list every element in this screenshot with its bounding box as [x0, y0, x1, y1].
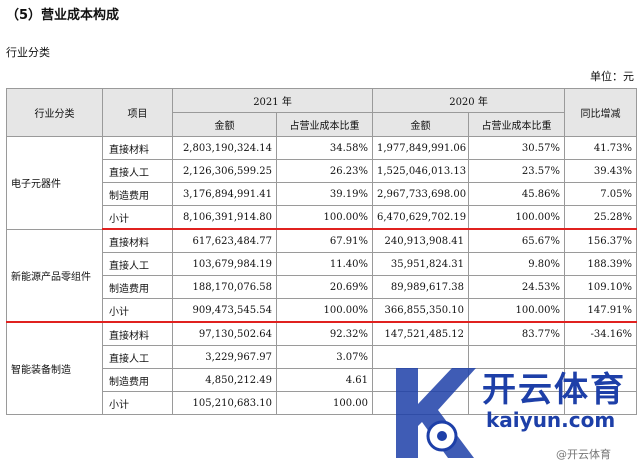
amount-2020-cell: 1,525,046,013.13 [372, 159, 470, 183]
header-share-2021: 占营业成本比重 [275, 112, 374, 137]
share-2021-cell: 39.19% [275, 182, 374, 206]
header-2021: 2021 年 [171, 88, 374, 113]
yoy-cell: 188.39% [564, 252, 638, 276]
yoy-cell: 41.73% [564, 136, 638, 160]
amount-2021-cell: 617,623,484.77 [172, 228, 277, 253]
item-cell: 直接材料 [102, 321, 173, 346]
item-cell: 直接材料 [102, 136, 173, 160]
yoy-cell: 39.43% [564, 159, 638, 183]
amount-2021-cell: 188,170,076.58 [172, 275, 277, 299]
share-2020-cell: 65.67% [468, 228, 566, 253]
share-2020-cell: 100.00% [468, 205, 566, 230]
table-row: 直接人工 103,679,984.19 11.40% 35,951,824.31… [7, 252, 638, 276]
item-cell: 直接人工 [102, 159, 173, 183]
header-amount-2021: 金额 [172, 112, 277, 137]
amount-2021-cell: 4,850,212.49 [172, 368, 277, 392]
section-subheading: 行业分类 [6, 46, 50, 59]
item-cell: 小计 [102, 298, 173, 323]
amount-2021-cell: 3,176,894,991.41 [172, 182, 277, 206]
amount-2020-cell: 240,913,908.41 [372, 228, 470, 253]
table-row: 电子元器件 直接材料 2,803,190,324.14 34.58% 1,977… [6, 136, 638, 230]
item-cell: 制造费用 [102, 182, 173, 206]
share-2020-cell: 45.86% [468, 182, 566, 206]
amount-2020-cell: 89,989,617.38 [372, 275, 470, 299]
watermark-url: kaiyun.com [486, 408, 616, 432]
section-heading: （5）营业成本构成 [6, 8, 120, 23]
amount-2021-cell: 3,229,967.97 [172, 345, 277, 369]
item-cell: 制造费用 [102, 368, 173, 392]
table-row: 制造费用 4,850,212.49 4.61 [7, 368, 638, 392]
watermark-small-text: @开云体育 [556, 448, 611, 461]
share-2021-cell: 100.00% [275, 298, 374, 323]
category-cell: 电子元器件 [6, 136, 103, 230]
amount-2021-cell: 103,679,984.19 [172, 252, 277, 276]
amount-2020-cell: 366,855,350.10 [372, 298, 470, 323]
watermark-k-icon [396, 368, 476, 458]
share-2021-cell: 92.32% [275, 321, 374, 346]
yoy-cell: 156.37% [564, 228, 638, 253]
amount-2020-cell: 2,967,733,698.00 [372, 182, 470, 206]
share-2020-cell [468, 368, 566, 392]
category-cell: 智能装备制造 [6, 321, 103, 415]
share-2021-cell: 11.40% [275, 252, 374, 276]
item-cell: 直接人工 [102, 345, 173, 369]
share-2020-cell [468, 391, 566, 415]
item-cell: 直接材料 [102, 228, 173, 253]
item-cell: 直接人工 [102, 252, 173, 276]
share-2020-cell: 30.57% [468, 136, 566, 160]
table-row-subtotal: 小计 105,210,683.10 100.00 [7, 391, 638, 415]
item-cell: 小计 [102, 205, 173, 230]
yoy-cell [564, 391, 638, 415]
share-2021-cell: 67.91% [275, 228, 374, 253]
amount-2021-cell: 2,126,306,599.25 [172, 159, 277, 183]
share-2021-cell: 26.23% [275, 159, 374, 183]
header-item: 项目 [102, 88, 173, 137]
yoy-cell: 109.10% [564, 275, 638, 299]
share-2021-cell: 20.69% [275, 275, 374, 299]
share-2020-cell: 9.80% [468, 252, 566, 276]
amount-2020-cell: 147,521,485.12 [372, 321, 470, 346]
watermark-logo-text: 开云体育 [482, 370, 626, 410]
share-2021-cell: 4.61 [275, 368, 374, 392]
watermark-logo: 开云体育 kaiyun.com @开云体育 [378, 358, 640, 468]
amount-2020-cell: 1,977,849,991.06 [372, 136, 470, 160]
share-2020-cell: 24.53% [468, 275, 566, 299]
amount-2020-cell: 35,951,824.31 [372, 252, 470, 276]
table-row: 新能源产品零组件 直接材料 617,623,484.77 67.91% 240,… [6, 228, 638, 323]
header-share-2020: 占营业成本比重 [468, 112, 566, 137]
share-2020-cell: 23.57% [468, 159, 566, 183]
amount-2021-cell: 105,210,683.10 [172, 391, 277, 415]
cost-structure-table: 行业分类 项目 2021 年 2020 年 同比增减 金额 占营业成本比重 金额… [6, 88, 638, 415]
yoy-cell: 147.91% [564, 298, 638, 323]
item-cell: 小计 [102, 391, 173, 415]
header-amount-2020: 金额 [372, 112, 470, 137]
yoy-cell: 7.05% [564, 182, 638, 206]
share-2021-cell: 100.00% [275, 205, 374, 230]
yoy-cell: -34.16% [564, 321, 638, 346]
table-row-subtotal: 小计 909,473,545.54 100.00% 366,855,350.10… [7, 298, 638, 323]
item-cell: 制造费用 [102, 275, 173, 299]
unit-label: 单位：元 [590, 70, 634, 83]
amount-2021-cell: 909,473,545.54 [172, 298, 277, 323]
table-row: 制造费用 3,176,894,991.41 39.19% 2,967,733,6… [7, 182, 638, 206]
amount-2020-cell: 6,470,629,702.19 [372, 205, 470, 230]
share-2020-cell: 83.77% [468, 321, 566, 346]
header-yoy: 同比增减 [564, 88, 638, 137]
table-row: 制造费用 188,170,076.58 20.69% 89,989,617.38… [7, 275, 638, 299]
amount-2021-cell: 97,130,502.64 [172, 321, 277, 346]
amount-2021-cell: 2,803,190,324.14 [172, 136, 277, 160]
header-category: 行业分类 [6, 88, 103, 137]
category-cell: 新能源产品零组件 [6, 228, 103, 323]
share-2021-cell: 3.07% [275, 345, 374, 369]
table-row: 智能装备制造 直接材料 97,130,502.64 92.32% 147,521… [6, 321, 638, 415]
yoy-cell: 25.28% [564, 205, 638, 230]
share-2021-cell: 34.58% [275, 136, 374, 160]
table-row-subtotal: 小计 8,106,391,914.80 100.00% 6,470,629,70… [7, 205, 638, 230]
share-2020-cell: 100.00% [468, 298, 566, 323]
amount-2021-cell: 8,106,391,914.80 [172, 205, 277, 230]
share-2021-cell: 100.00 [275, 391, 374, 415]
table-row: 直接人工 3,229,967.97 3.07% [7, 345, 638, 369]
header-2020: 2020 年 [372, 88, 566, 113]
